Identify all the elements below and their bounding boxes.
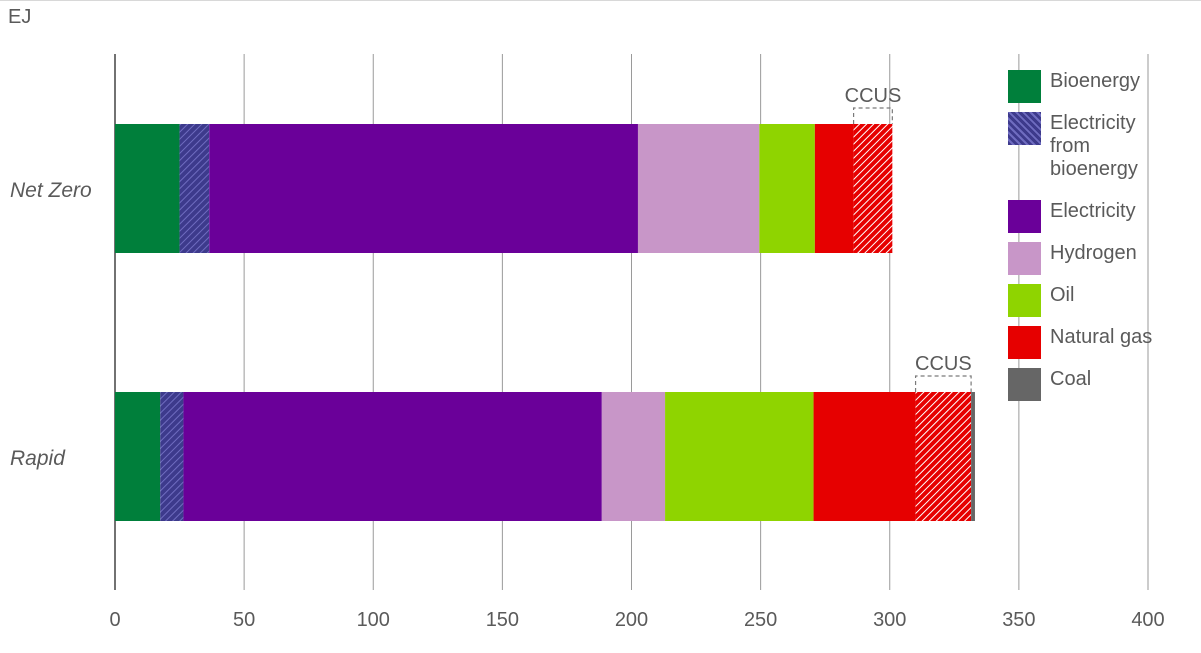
annotations: CCUS CCUS	[845, 85, 972, 392]
bars	[115, 124, 975, 521]
legend-item: Coal	[1008, 368, 1180, 401]
legend-item: Hydrogen	[1008, 242, 1180, 275]
legend-item: Bioenergy	[1008, 70, 1180, 103]
bar-segment-coal	[971, 392, 975, 521]
legend-swatch	[1008, 326, 1041, 359]
legend-label: Hydrogen	[1050, 242, 1137, 264]
x-tick-label: 400	[1131, 609, 1164, 631]
x-tick-label: 150	[486, 609, 519, 631]
legend-label: Oil	[1050, 284, 1075, 306]
legend-swatch	[1008, 200, 1041, 233]
bar-segment-hydrogen	[601, 392, 666, 521]
bar-segment-oil	[665, 392, 814, 521]
bar-segment-electricity_from_bioenergy	[179, 124, 210, 253]
bar-segment-natural_gas	[813, 392, 916, 521]
bar-segment-ccus	[853, 124, 893, 253]
x-tick-label: 200	[615, 609, 648, 631]
legend-swatch	[1008, 284, 1041, 317]
legend-item: Electricity from bioenergy	[1008, 112, 1180, 181]
bar-segment-bioenergy	[115, 392, 161, 521]
bar-segment-ccus	[915, 392, 972, 521]
legend-swatch	[1008, 112, 1041, 145]
top-divider	[0, 0, 1201, 1]
bar-segment-electricity	[183, 392, 602, 521]
bar-segment-bioenergy	[115, 124, 180, 253]
ccus-annotation: CCUS	[915, 353, 972, 375]
legend-label: Natural gas	[1050, 326, 1153, 348]
legend-item: Oil	[1008, 284, 1180, 317]
x-tick-label: 100	[357, 609, 390, 631]
category-label: Rapid	[10, 447, 66, 470]
bar-segment-electricity	[209, 124, 638, 253]
legend-item: Natural gas	[1008, 326, 1180, 359]
legend-item: Electricity	[1008, 200, 1180, 233]
ccus-bracket	[852, 107, 893, 124]
bar-segment-oil	[759, 124, 815, 253]
x-tick-label: 350	[1002, 609, 1035, 631]
legend-label: Electricity	[1050, 200, 1136, 222]
x-tick-label: 50	[233, 609, 255, 631]
legend-swatch	[1008, 70, 1041, 103]
legend-label: Coal	[1050, 368, 1092, 390]
bar-segment-hydrogen	[637, 124, 760, 253]
x-tick-label: 0	[109, 609, 120, 631]
unit-label: EJ	[8, 6, 32, 28]
ccus-annotation: CCUS	[845, 85, 902, 107]
legend-swatch	[1008, 368, 1041, 401]
legend-label: Bioenergy	[1050, 70, 1141, 92]
bar-segment-electricity_from_bioenergy	[160, 392, 184, 521]
x-axis: 0 50 100 150 200 250 300 350 400	[109, 609, 1164, 631]
legend-label: Electricity from bioenergy	[1050, 112, 1138, 180]
ccus-bracket	[914, 375, 972, 392]
category-labels: Net Zero Rapid	[10, 179, 92, 470]
category-label: Net Zero	[10, 179, 92, 202]
x-tick-label: 250	[744, 609, 777, 631]
legend-swatch	[1008, 242, 1041, 275]
x-tick-label: 300	[873, 609, 906, 631]
bar-segment-natural_gas	[814, 124, 854, 253]
